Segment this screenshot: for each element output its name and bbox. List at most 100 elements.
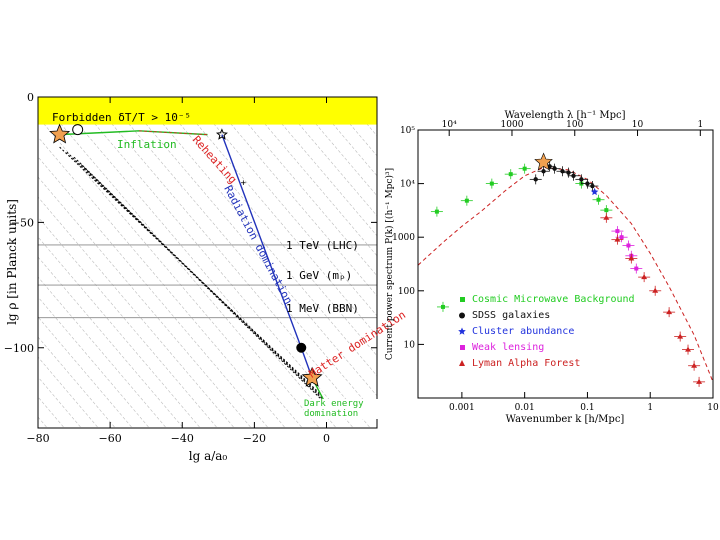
inflation-label: Inflation [117, 138, 177, 151]
hatch-line [38, 256, 184, 428]
sdss-point [541, 169, 546, 174]
y-tick-label: 10⁴ [400, 180, 415, 190]
hatch-line [258, 97, 377, 237]
lyman-alpha-point [677, 333, 684, 339]
x-tick-label: 0.01 [515, 403, 535, 413]
left-y-axis-label: lg ρ [in Planck units] [5, 199, 19, 325]
hatch-line [38, 196, 235, 428]
legend-label: SDSS galaxies [472, 310, 550, 321]
star-marker [301, 366, 323, 387]
sdss-point [579, 177, 584, 182]
cmb-point [434, 209, 439, 214]
hatch-line [139, 97, 377, 377]
left-x-axis-label: lg a/a₀ [189, 449, 228, 463]
hatch-line [275, 97, 377, 217]
sdss-point [533, 177, 538, 182]
top-tick-label: 1 [697, 120, 703, 130]
cluster-point [590, 187, 599, 196]
sdss-point [552, 166, 557, 171]
star-marker [215, 128, 228, 140]
legend-label: Lyman Alpha Forest [472, 358, 580, 369]
lyman-alpha-point [628, 255, 635, 261]
tick-marker: + [241, 178, 247, 188]
sdss-point [590, 183, 595, 189]
legend-label: Weak lensing [472, 342, 544, 353]
lyman-alpha-point [641, 274, 648, 280]
lyman-alpha-point [652, 287, 659, 293]
weak-lensing-point [615, 229, 620, 234]
hatch-line [650, 97, 720, 497]
legend-swatch [460, 297, 465, 302]
y-tick-label: −50 [11, 216, 34, 229]
forbidden-band-label: Forbidden δT/T > 10⁻⁵ [52, 111, 191, 124]
hatch-line [38, 176, 252, 428]
legend-swatch [459, 312, 465, 319]
hatch-line [105, 97, 377, 417]
dotted-trajectory [73, 156, 327, 404]
top-tick-label: 10⁴ [442, 120, 457, 130]
top-tick-label: 100 [566, 120, 583, 130]
x-tick-label: −40 [171, 432, 194, 445]
right-plot-area [418, 152, 713, 387]
legend-swatch [458, 327, 466, 335]
cmb-point [508, 172, 513, 177]
reference-star [534, 152, 553, 171]
dotted-trajectory [80, 164, 331, 409]
cmb-point [464, 198, 469, 203]
hatch-line [173, 97, 377, 337]
hatch-line [54, 97, 337, 428]
legend-label: Cosmic Microwave Background [472, 294, 635, 305]
y-tick-label: 10⁵ [400, 126, 415, 136]
hatch-line [88, 97, 371, 428]
cmb-point [596, 197, 601, 202]
weak-lensing-point [634, 266, 639, 271]
hatch-line [633, 97, 720, 497]
gev-label: 1 GeV (mₚ) [286, 269, 352, 282]
x-tick-label: −60 [99, 432, 122, 445]
weak-lensing-point [619, 235, 624, 240]
top-tick-label: 10 [632, 120, 644, 130]
lyman-alpha-point [666, 309, 673, 315]
hatch-line [38, 216, 218, 428]
hatch-line [71, 97, 354, 428]
sdss-point [566, 170, 571, 175]
star-marker [49, 123, 71, 144]
hatch-line [38, 236, 201, 428]
hatch-line [38, 136, 286, 428]
mev-label: 1 MeV (BBN) [286, 302, 359, 315]
legend-swatch [460, 345, 465, 350]
right-y-axis-label: Current power spectrum P(k) [(h⁻¹ Mpc)³] [384, 168, 395, 360]
left-chart: −80 −60 −40 −20 0 0 −50 −100 + Forbidden δT/T >… [4, 91, 720, 497]
hatch-line [38, 156, 269, 428]
weak-lensing-point [626, 243, 631, 248]
sdss-point [571, 173, 576, 178]
hatch-line [224, 97, 377, 277]
y-tick-label: −100 [4, 342, 34, 355]
dotted-trajectory [59, 146, 320, 394]
lyman-alpha-point [603, 214, 610, 220]
x-tick-label: 0.001 [449, 403, 475, 413]
legend-swatch [459, 360, 465, 366]
dark-energy-label: Dark energy domination [304, 399, 384, 419]
left-axes: −80 −60 −40 −20 0 0 −50 −100 [4, 91, 377, 445]
hatch-line [156, 97, 377, 357]
left-marks: + [49, 123, 331, 409]
x-tick-label: −80 [26, 432, 49, 445]
hatch-line [309, 97, 377, 177]
x-tick-label: 10 [707, 403, 719, 413]
hatch-line [684, 97, 720, 497]
x-tick-label: 0 [323, 432, 330, 445]
forbidden-band [38, 97, 377, 125]
y-tick-label: 10 [404, 340, 416, 350]
right-x-axis-label: Wavenumber k [h/Mpc] [506, 414, 625, 425]
hatch-line [190, 97, 377, 317]
top-tick-label: 1000 [501, 120, 524, 130]
hatch-line [701, 97, 720, 497]
right-chart: 0.001 0.01 0.1 1 10 10⁵ 10⁴ 1000 100 10 10⁴ 1000 100… [384, 110, 719, 425]
hatch-line [122, 97, 377, 397]
lyman-alpha-point [614, 236, 621, 242]
hatch-line [38, 276, 167, 428]
lyman-alpha-point [691, 362, 698, 368]
x-tick-label: 0.1 [580, 403, 594, 413]
